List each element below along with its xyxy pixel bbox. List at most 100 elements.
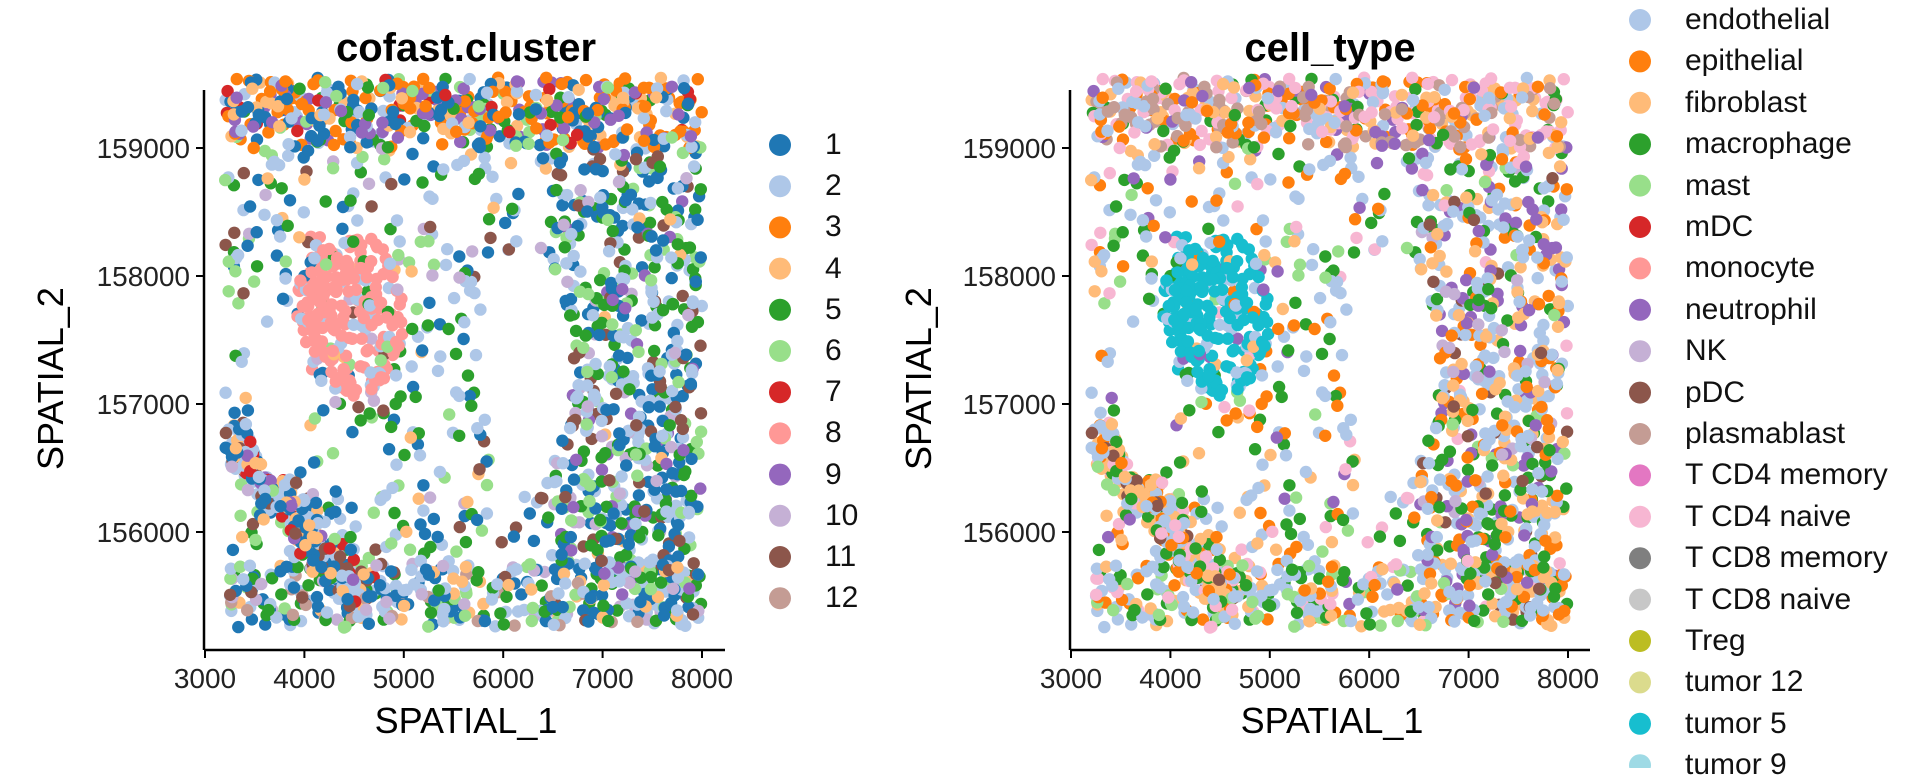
legend-label: mast [1685, 169, 1750, 203]
data-point [1510, 197, 1522, 209]
data-point [1414, 476, 1426, 488]
data-point [389, 118, 401, 130]
data-point [315, 375, 327, 387]
data-point [312, 308, 324, 320]
data-point [404, 126, 416, 138]
data-point [1520, 161, 1532, 173]
data-point [383, 612, 395, 624]
data-point [1280, 449, 1292, 461]
data-point [639, 100, 651, 112]
data-point [1522, 430, 1534, 442]
data-point [1256, 398, 1268, 410]
data-point [1511, 583, 1523, 595]
data-point [439, 89, 451, 101]
data-point [1561, 183, 1573, 195]
data-point [579, 558, 591, 570]
data-point [1106, 392, 1118, 404]
data-point [1485, 302, 1497, 314]
data-point [1538, 376, 1550, 388]
data-point [317, 404, 329, 416]
data-point [645, 230, 657, 242]
data-point [1127, 315, 1139, 327]
data-point [684, 241, 696, 253]
data-point [1447, 379, 1459, 391]
data-point [432, 365, 444, 377]
data-point [603, 474, 615, 486]
data-point [236, 105, 248, 117]
data-point [1505, 100, 1517, 112]
legend-label: 2 [825, 169, 842, 203]
legend-swatch [1629, 464, 1651, 486]
data-point [369, 543, 381, 555]
data-point [1176, 497, 1188, 509]
data-point [242, 404, 254, 416]
data-point [1187, 606, 1199, 618]
data-point [1319, 430, 1331, 442]
data-point [242, 484, 254, 496]
data-point [660, 483, 672, 495]
data-point [385, 537, 397, 549]
data-point [537, 152, 549, 164]
data-point [394, 235, 406, 247]
data-point [1337, 422, 1349, 434]
data-point [321, 606, 333, 618]
data-point [1196, 485, 1208, 497]
data-point [1308, 323, 1320, 335]
data-point [417, 479, 429, 491]
data-point [1460, 274, 1472, 286]
data-point [1097, 92, 1109, 104]
data-point [1407, 94, 1419, 106]
data-point [581, 379, 593, 391]
data-point [1284, 120, 1296, 132]
data-point [606, 318, 618, 330]
data-point [296, 591, 308, 603]
data-point [275, 588, 287, 600]
data-point [1282, 344, 1294, 356]
data-point [253, 109, 265, 121]
data-point [1202, 223, 1214, 235]
data-point [524, 558, 536, 570]
data-point [425, 607, 437, 619]
data-point [1241, 354, 1253, 366]
data-point [631, 616, 643, 628]
data-point [310, 497, 322, 509]
y-tick-label: 156000 [963, 517, 1056, 548]
data-point [1142, 182, 1154, 194]
data-point [594, 514, 606, 526]
data-point [354, 360, 366, 372]
data-point [1420, 157, 1432, 169]
data-point [1422, 78, 1434, 90]
data-point [236, 356, 248, 368]
legend-label: macrophage [1685, 127, 1852, 161]
data-point [1479, 439, 1491, 451]
data-point [542, 511, 554, 523]
data-point [505, 157, 517, 169]
data-point [1515, 440, 1527, 452]
data-point [1249, 612, 1261, 624]
data-point [347, 236, 359, 248]
data-point [277, 293, 289, 305]
data-point [1251, 537, 1263, 549]
data-point [638, 505, 650, 517]
data-point [625, 189, 637, 201]
data-point [1521, 381, 1533, 393]
data-point [1270, 126, 1282, 138]
data-point [1280, 518, 1292, 530]
data-point [406, 85, 418, 97]
data-point [1177, 135, 1189, 147]
legend-swatch [1629, 713, 1651, 735]
data-point [565, 514, 577, 526]
data-point [1425, 241, 1437, 253]
data-point [1256, 369, 1268, 381]
legend-swatch [1629, 50, 1651, 72]
data-point [1228, 344, 1240, 356]
data-point [1352, 593, 1364, 605]
data-point [1210, 141, 1222, 153]
data-point [1526, 105, 1538, 117]
data-point [486, 171, 498, 183]
data-point [423, 297, 435, 309]
x-tick-label: 5000 [1239, 663, 1301, 694]
data-point [1210, 531, 1222, 543]
data-point [1393, 602, 1405, 614]
